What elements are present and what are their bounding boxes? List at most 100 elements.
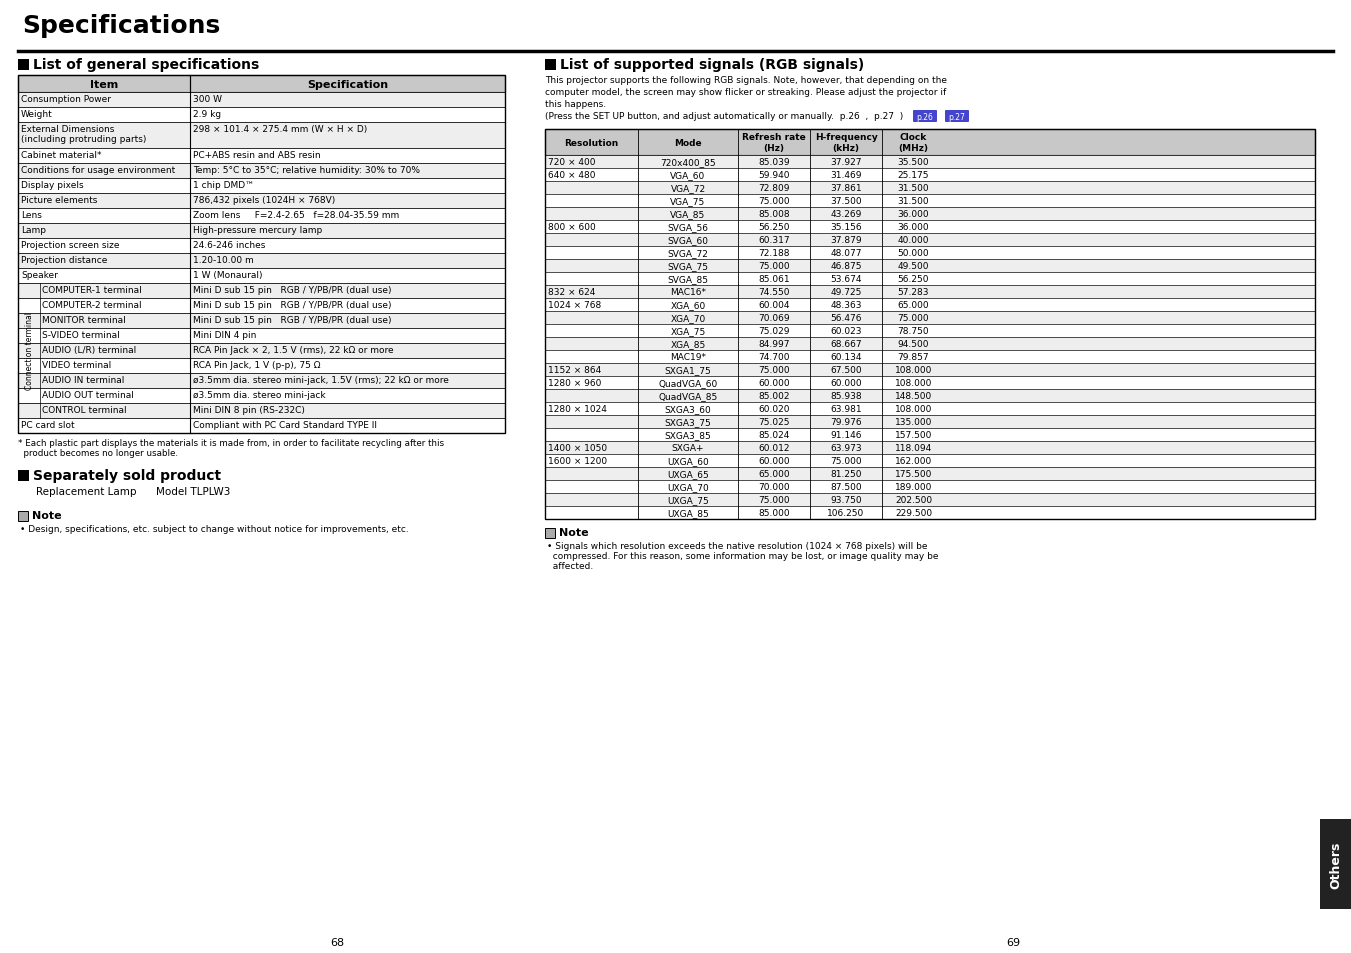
Bar <box>18 403 505 418</box>
Bar <box>18 471 28 481</box>
Text: MAC16*: MAC16* <box>670 288 707 296</box>
Text: 70.000: 70.000 <box>758 482 790 492</box>
Text: MAC19*: MAC19* <box>670 353 707 361</box>
Text: Note: Note <box>32 511 62 520</box>
Text: 786,432 pixels (1024H × 768V): 786,432 pixels (1024H × 768V) <box>193 195 335 205</box>
Text: Lamp: Lamp <box>22 226 46 234</box>
Text: 63.973: 63.973 <box>830 443 862 453</box>
Text: Specifications: Specifications <box>22 14 220 38</box>
Text: 85.000: 85.000 <box>758 509 790 517</box>
Text: 75.000: 75.000 <box>897 314 929 323</box>
Text: 56.476: 56.476 <box>831 314 862 323</box>
Text: 2.9 kg: 2.9 kg <box>193 110 222 119</box>
Bar <box>18 329 505 344</box>
Text: 162.000: 162.000 <box>894 456 932 465</box>
Bar <box>544 286 1315 298</box>
Bar <box>18 298 505 314</box>
Text: 53.674: 53.674 <box>831 274 862 284</box>
Text: Weight: Weight <box>22 110 53 119</box>
Text: 60.317: 60.317 <box>758 235 790 245</box>
Text: SXGA1_75: SXGA1_75 <box>665 366 712 375</box>
Text: 49.725: 49.725 <box>831 288 862 296</box>
Text: 35.156: 35.156 <box>830 223 862 232</box>
Text: 31.500: 31.500 <box>897 184 929 193</box>
Text: 68: 68 <box>331 937 345 947</box>
Text: 91.146: 91.146 <box>831 431 862 439</box>
Text: Projection screen size: Projection screen size <box>22 241 119 250</box>
Text: 108.000: 108.000 <box>894 405 932 414</box>
Bar <box>18 389 505 403</box>
Text: 157.500: 157.500 <box>894 431 932 439</box>
Text: QuadVGA_85: QuadVGA_85 <box>658 392 717 400</box>
Text: List of general specifications: List of general specifications <box>32 58 259 71</box>
Text: 175.500: 175.500 <box>894 470 932 478</box>
Bar <box>18 314 505 329</box>
Text: 60.012: 60.012 <box>758 443 790 453</box>
Text: Speaker: Speaker <box>22 271 58 280</box>
Text: 72.188: 72.188 <box>758 249 790 257</box>
Text: 85.061: 85.061 <box>758 274 790 284</box>
Text: 81.250: 81.250 <box>831 470 862 478</box>
Text: Separately sold product: Separately sold product <box>32 469 222 482</box>
Text: 75.000: 75.000 <box>758 196 790 206</box>
Text: 60.020: 60.020 <box>758 405 790 414</box>
Text: 1400 × 1050: 1400 × 1050 <box>549 443 607 453</box>
Text: 85.002: 85.002 <box>758 392 790 400</box>
Text: 1280 × 1024: 1280 × 1024 <box>549 405 607 414</box>
Bar <box>18 92 505 108</box>
Bar <box>544 130 1315 156</box>
Text: UXGA_85: UXGA_85 <box>667 509 709 517</box>
Text: COMPUTER-1 terminal: COMPUTER-1 terminal <box>42 286 142 294</box>
Bar <box>18 269 505 284</box>
Bar <box>544 298 1315 312</box>
Text: 60.000: 60.000 <box>758 456 790 465</box>
Text: Mini DIN 8 pin (RS-232C): Mini DIN 8 pin (RS-232C) <box>193 406 305 415</box>
Text: XGA_60: XGA_60 <box>670 301 705 310</box>
Bar <box>544 156 1315 169</box>
Bar <box>18 374 505 389</box>
Bar <box>544 130 1315 519</box>
Text: MONITOR terminal: MONITOR terminal <box>42 315 126 325</box>
Bar <box>544 260 1315 273</box>
Bar <box>18 76 505 92</box>
Text: 31.469: 31.469 <box>831 171 862 180</box>
Text: AUDIO (L/R) terminal: AUDIO (L/R) terminal <box>42 346 136 355</box>
Text: 60.134: 60.134 <box>831 353 862 361</box>
Text: 300 W: 300 W <box>193 95 222 104</box>
Text: Lens: Lens <box>22 211 42 220</box>
Bar <box>544 402 1315 416</box>
Bar <box>18 193 505 209</box>
Text: S-VIDEO terminal: S-VIDEO terminal <box>42 331 120 339</box>
Text: 189.000: 189.000 <box>894 482 932 492</box>
Text: QuadVGA_60: QuadVGA_60 <box>658 378 717 388</box>
Bar <box>544 273 1315 286</box>
Text: 1600 × 1200: 1600 × 1200 <box>549 456 607 465</box>
Text: 36.000: 36.000 <box>897 210 929 219</box>
Text: RCA Pin Jack × 2, 1.5 V (rms), 22 kΩ or more: RCA Pin Jack × 2, 1.5 V (rms), 22 kΩ or … <box>193 346 393 355</box>
Text: Conditions for usage environment: Conditions for usage environment <box>22 166 176 174</box>
Bar <box>544 416 1315 429</box>
Bar <box>1320 820 1351 909</box>
Text: SXGA3_85: SXGA3_85 <box>665 431 712 439</box>
Text: 229.500: 229.500 <box>894 509 932 517</box>
Text: 70.069: 70.069 <box>758 314 790 323</box>
Text: XGA_85: XGA_85 <box>670 339 705 349</box>
Text: Item: Item <box>91 79 118 90</box>
Text: 93.750: 93.750 <box>830 496 862 504</box>
Text: Clock
(MHz): Clock (MHz) <box>898 133 928 152</box>
Text: product becomes no longer usable.: product becomes no longer usable. <box>18 449 178 457</box>
Text: Mode: Mode <box>674 138 701 148</box>
Text: 49.500: 49.500 <box>898 262 929 271</box>
Text: 56.250: 56.250 <box>898 274 929 284</box>
Text: List of supported signals (RGB signals): List of supported signals (RGB signals) <box>561 58 865 71</box>
Text: Mini DIN 4 pin: Mini DIN 4 pin <box>193 331 257 339</box>
Text: 37.500: 37.500 <box>830 196 862 206</box>
Text: 69: 69 <box>1006 937 1020 947</box>
Bar <box>18 76 505 434</box>
Bar <box>18 239 505 253</box>
Bar <box>544 208 1315 221</box>
Text: 36.000: 36.000 <box>897 223 929 232</box>
Bar <box>544 364 1315 376</box>
Text: VGA_75: VGA_75 <box>670 196 705 206</box>
Text: External Dimensions
(including protruding parts): External Dimensions (including protrudin… <box>22 125 146 144</box>
